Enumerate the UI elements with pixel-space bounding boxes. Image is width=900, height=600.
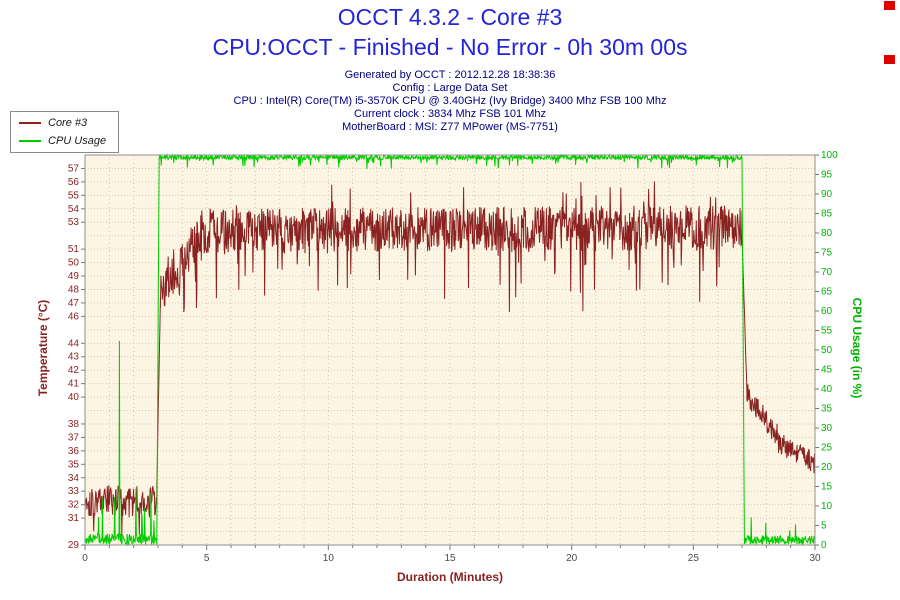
legend-item-core3: Core #3 [19,117,106,129]
svg-text:35: 35 [68,459,80,470]
svg-text:10: 10 [821,501,833,512]
svg-text:90: 90 [821,189,833,200]
svg-text:43: 43 [68,352,80,363]
svg-text:95: 95 [821,170,833,181]
svg-text:51: 51 [68,244,80,255]
svg-text:29: 29 [68,540,80,551]
svg-text:60: 60 [821,306,833,317]
svg-text:50: 50 [68,258,80,269]
cpu-usage-line-swatch [19,140,41,142]
svg-text:53: 53 [68,217,80,228]
svg-text:15: 15 [444,553,456,564]
svg-text:36: 36 [68,446,80,457]
svg-text:49: 49 [68,271,80,282]
svg-text:37: 37 [68,432,80,443]
svg-text:75: 75 [821,248,833,259]
svg-text:46: 46 [68,311,80,322]
page-subtitle: CPU:OCCT - Finished - No Error - 0h 30m … [212,34,688,60]
svg-text:10: 10 [323,553,335,564]
page-title: OCCT 4.3.2 - Core #3 [337,4,563,30]
svg-text:31: 31 [68,513,80,524]
svg-text:20: 20 [566,553,578,564]
chart-legend: Core #3 CPU Usage [10,111,120,153]
svg-text:47: 47 [68,298,80,309]
svg-text:55: 55 [821,326,833,337]
red-marker-top-icon [884,1,895,10]
svg-text:35: 35 [821,404,833,415]
svg-text:33: 33 [68,486,80,497]
red-marker-right-icon [884,55,895,64]
info-config: Config : Large Data Set [392,82,508,94]
svg-text:65: 65 [821,287,833,298]
svg-text:38: 38 [68,419,80,430]
svg-text:45: 45 [821,365,833,376]
svg-text:0: 0 [821,540,827,551]
svg-text:80: 80 [821,228,833,239]
svg-text:41: 41 [68,379,80,390]
legend-item-cpu-usage: CPU Usage [19,135,106,147]
svg-text:55: 55 [68,190,80,201]
svg-text:25: 25 [821,443,833,454]
svg-text:40: 40 [821,384,833,395]
legend-label: Core #3 [48,117,88,129]
svg-text:30: 30 [809,553,821,564]
svg-text:70: 70 [821,267,833,278]
svg-text:32: 32 [68,500,80,511]
svg-text:42: 42 [68,365,80,376]
svg-text:30: 30 [821,423,833,434]
svg-text:25: 25 [688,553,700,564]
svg-text:50: 50 [821,345,833,356]
legend-label: CPU Usage [48,135,107,147]
svg-text:44: 44 [68,338,80,349]
info-cpu: CPU : Intel(R) Core(TM) i5-3570K CPU @ 3… [233,95,667,107]
svg-text:34: 34 [68,473,80,484]
temperature-line-swatch [19,122,41,124]
svg-text:20: 20 [821,462,833,473]
svg-text:100: 100 [821,150,838,161]
svg-text:40: 40 [68,392,80,403]
svg-text:48: 48 [68,284,80,295]
svg-text:0: 0 [82,553,88,564]
svg-text:85: 85 [821,209,833,220]
x-axis-title: Duration (Minutes) [397,570,503,584]
system-info-block: Generated by OCCT : 2012.12.28 18:38:36 … [0,69,900,134]
svg-text:56: 56 [68,177,80,188]
info-generated-by: Generated by OCCT : 2012.12.28 18:38:36 [344,69,556,81]
svg-text:57: 57 [68,163,80,174]
svg-text:5: 5 [821,521,827,532]
svg-text:5: 5 [204,553,210,564]
svg-text:15: 15 [821,482,833,493]
info-current-clock: Current clock : 3834 Mhz FSB 101 Mhz [354,108,546,120]
info-motherboard: MotherBoard : MSI: Z77 MPower (MS-7751) [342,121,558,133]
svg-text:54: 54 [68,204,80,215]
